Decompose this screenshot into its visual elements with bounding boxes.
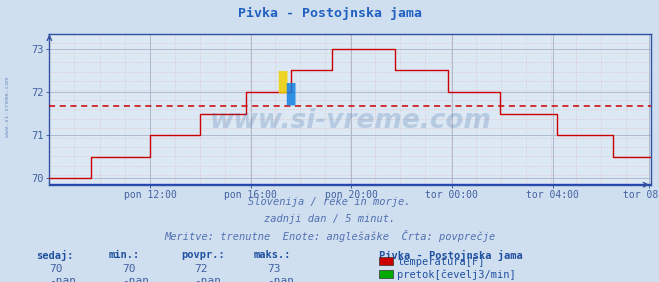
Text: -nan: -nan: [267, 276, 294, 282]
Text: -nan: -nan: [49, 276, 76, 282]
Text: Pivka - Postojnska jama: Pivka - Postojnska jama: [379, 250, 523, 261]
Text: -nan: -nan: [194, 276, 221, 282]
Text: www.si-vreme.com: www.si-vreme.com: [210, 108, 491, 134]
Text: povpr.:: povpr.:: [181, 250, 225, 259]
Text: 70: 70: [49, 264, 63, 274]
Text: 70: 70: [122, 264, 135, 274]
Text: Meritve: trenutne  Enote: anglešaške  Črta: povprečje: Meritve: trenutne Enote: anglešaške Črta…: [164, 230, 495, 242]
Text: www.si-vreme.com: www.si-vreme.com: [5, 77, 11, 137]
Text: zadnji dan / 5 minut.: zadnji dan / 5 minut.: [264, 214, 395, 224]
Text: pretok[čevelj3/min]: pretok[čevelj3/min]: [397, 269, 516, 280]
Text: 72: 72: [194, 264, 208, 274]
Text: maks.:: maks.:: [254, 250, 291, 259]
Text: Slovenija / reke in morje.: Slovenija / reke in morje.: [248, 197, 411, 207]
Text: 73: 73: [267, 264, 280, 274]
Text: temperatura[F]: temperatura[F]: [397, 257, 485, 267]
Text: min.:: min.:: [109, 250, 140, 259]
Text: ▌: ▌: [287, 83, 303, 105]
Text: -nan: -nan: [122, 276, 149, 282]
Text: Pivka - Postojnska jama: Pivka - Postojnska jama: [237, 7, 422, 20]
Text: ▌: ▌: [279, 71, 296, 93]
Text: sedaj:: sedaj:: [36, 250, 74, 261]
